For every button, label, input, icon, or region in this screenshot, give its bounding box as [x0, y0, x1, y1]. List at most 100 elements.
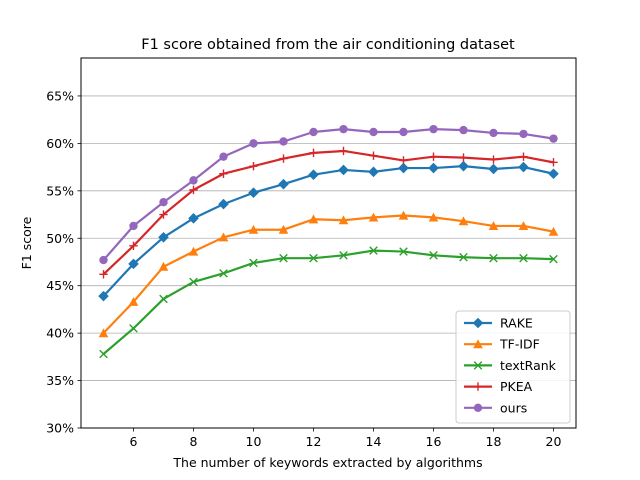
data-point — [458, 216, 469, 226]
y-tick-label: 30% — [46, 421, 74, 436]
data-point — [399, 247, 408, 256]
data-point — [188, 246, 199, 256]
data-point — [338, 215, 349, 225]
x-axis-ticks: 6 8 10 12 14 16 18 20 — [130, 428, 562, 449]
data-point — [159, 210, 168, 219]
data-point — [549, 254, 558, 264]
legend-label: textRank — [500, 358, 557, 373]
x-tick-label: 10 — [246, 434, 262, 449]
data-point — [339, 146, 348, 156]
data-point — [459, 252, 468, 262]
legend-label: ours — [500, 400, 527, 415]
x-tick-label: 20 — [546, 434, 562, 449]
data-point — [338, 164, 349, 176]
legend-marker — [472, 317, 484, 329]
series-textrank — [99, 246, 558, 359]
data-point — [489, 128, 498, 138]
data-point — [489, 155, 498, 164]
data-point — [128, 258, 139, 270]
y-axis-ticks: 30% 35% 40% 45% 50% 55% 60% 65% — [46, 88, 81, 436]
data-point — [219, 269, 228, 278]
data-point — [549, 134, 558, 143]
chart-title: F1 score obtained from the air condition… — [141, 37, 515, 53]
plot-area-frame — [80, 57, 577, 429]
data-point — [309, 253, 318, 263]
data-point — [488, 163, 499, 175]
series-line — [102, 249, 554, 355]
y-tick-label: 35% — [46, 373, 74, 388]
data-point — [218, 198, 229, 210]
legend-marker — [473, 382, 483, 391]
series-rake — [98, 160, 559, 302]
y-tick-label: 65% — [46, 88, 74, 103]
data-point — [549, 158, 558, 167]
legend-marker — [473, 403, 483, 412]
legend: RAKE TF-IDF textRank PKEA ours — [455, 310, 571, 424]
y-tick-label: 55% — [46, 183, 74, 198]
x-tick-label: 16 — [426, 434, 442, 449]
data-point — [398, 162, 409, 174]
x-tick-label: 12 — [306, 434, 322, 449]
y-tick-label: 40% — [46, 326, 74, 341]
x-tick-label: 8 — [190, 434, 198, 449]
data-point — [99, 349, 108, 359]
data-point — [279, 137, 288, 146]
data-point — [368, 212, 379, 222]
data-point — [519, 129, 528, 139]
y-tick-label: 50% — [46, 231, 74, 246]
legend-label: PKEA — [500, 379, 533, 394]
data-point — [159, 294, 168, 304]
data-point — [369, 246, 378, 255]
data-point — [398, 210, 409, 220]
data-point — [459, 153, 468, 162]
legend-marker — [473, 339, 483, 349]
data-point — [219, 169, 228, 178]
data-point — [189, 185, 198, 195]
x-tick-label: 6 — [130, 434, 138, 449]
legend-marker — [473, 361, 483, 370]
y-tick-label: 45% — [46, 278, 74, 293]
legend-entry: TF-IDF — [464, 337, 540, 352]
data-point — [429, 124, 438, 134]
data-point — [99, 255, 108, 265]
data-point — [188, 213, 199, 224]
data-point — [369, 127, 378, 137]
data-point — [129, 324, 138, 333]
data-point — [279, 253, 288, 263]
data-point — [428, 162, 439, 174]
data-point — [339, 124, 348, 134]
data-point — [158, 261, 169, 271]
series-ours — [99, 124, 558, 265]
data-point — [249, 161, 258, 171]
data-point — [219, 152, 228, 161]
data-point — [458, 160, 469, 172]
data-point — [518, 161, 529, 173]
data-point — [278, 224, 289, 234]
data-point — [158, 232, 169, 243]
x-axis-label: The number of keywords extracted by algo… — [172, 455, 482, 470]
data-point — [98, 290, 109, 302]
data-point — [488, 221, 499, 231]
data-point — [339, 251, 348, 260]
data-point — [189, 176, 198, 185]
data-point — [249, 258, 258, 268]
series-pkea — [99, 146, 558, 279]
legend-box — [455, 310, 571, 424]
y-axis-label: F1 score — [19, 216, 34, 269]
data-point — [368, 166, 379, 178]
data-point — [309, 127, 318, 137]
x-tick-label: 14 — [366, 434, 382, 449]
data-point — [189, 277, 198, 287]
data-point — [308, 214, 319, 224]
legend-entry: PKEA — [464, 379, 533, 394]
data-point — [519, 152, 528, 161]
data-point — [248, 224, 259, 234]
series-tf-idf — [98, 210, 559, 338]
data-point — [548, 168, 559, 180]
data-point — [99, 270, 108, 279]
data-point — [218, 232, 229, 242]
data-point — [128, 297, 139, 306]
data-point — [399, 127, 408, 137]
data-point — [518, 221, 529, 231]
